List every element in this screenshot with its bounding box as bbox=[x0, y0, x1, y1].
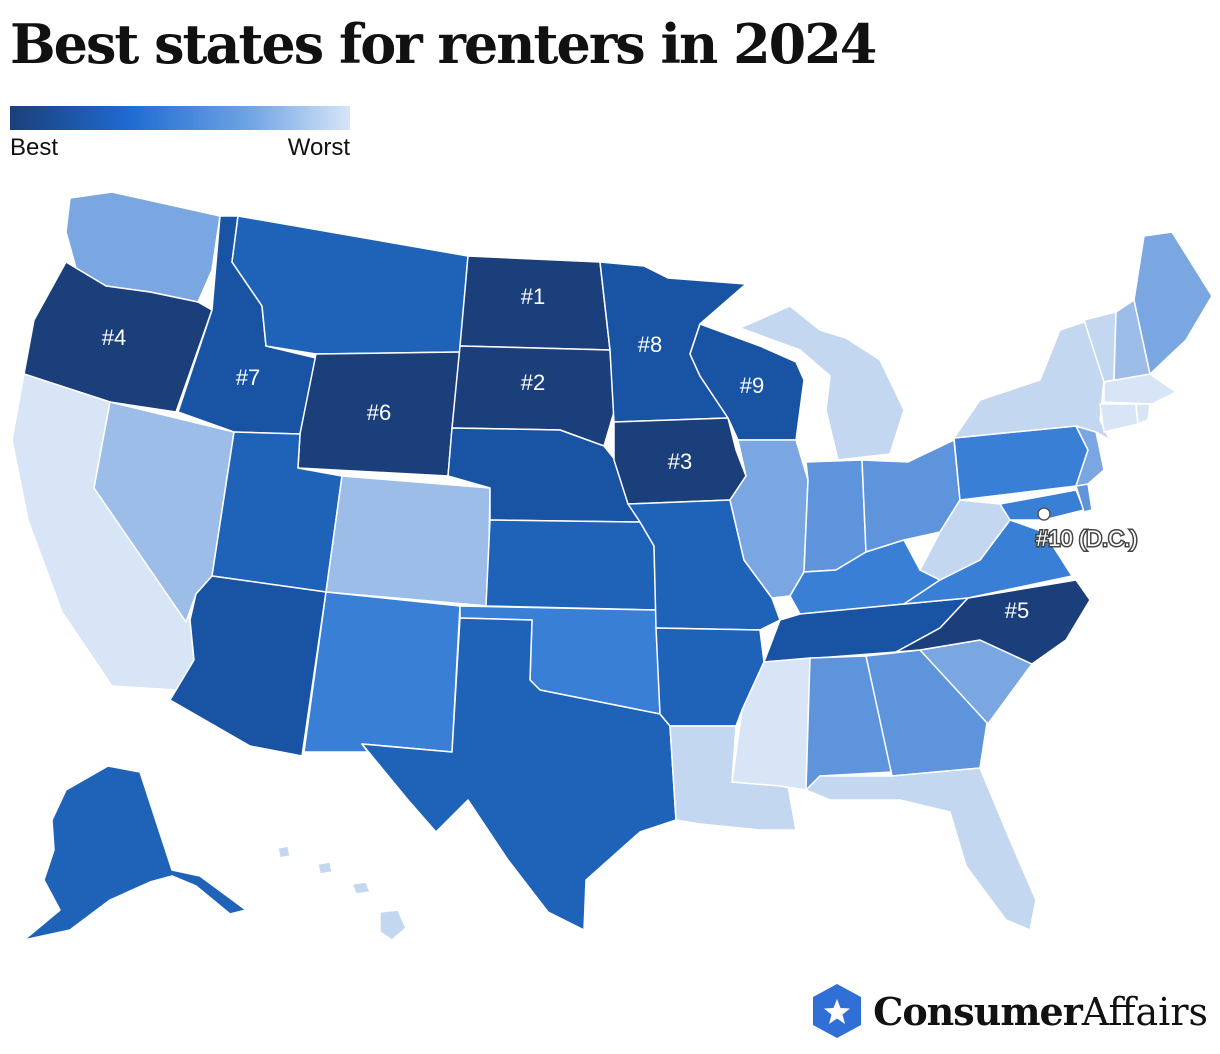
legend-gradient-bar bbox=[10, 106, 350, 130]
rank-label-north-dakota: #1 bbox=[521, 284, 545, 309]
rank-label-minnesota: #8 bbox=[638, 332, 662, 357]
state-arkansas[interactable] bbox=[655, 627, 765, 727]
state-pennsylvania[interactable] bbox=[953, 425, 1089, 501]
state-maryland[interactable] bbox=[999, 489, 1085, 521]
state-north-carolina[interactable] bbox=[895, 579, 1091, 665]
state-texas[interactable] bbox=[361, 617, 677, 931]
state-hawaii-maui[interactable] bbox=[351, 881, 371, 895]
rank-label-idaho: #7 bbox=[236, 365, 260, 390]
rank-label-south-dakota: #2 bbox=[521, 370, 545, 395]
rank-label-north-carolina: #5 bbox=[1005, 598, 1029, 623]
state-florida[interactable] bbox=[805, 767, 1037, 931]
state-hawaii[interactable] bbox=[379, 909, 407, 941]
state-connecticut[interactable] bbox=[1099, 403, 1139, 433]
state-new-york[interactable] bbox=[953, 319, 1111, 441]
consumeraffairs-logo[interactable]: ConsumerAffairs bbox=[811, 982, 1208, 1040]
state-rhode-island[interactable] bbox=[1135, 403, 1151, 425]
dc-marker-dot bbox=[1037, 507, 1051, 521]
state-new-mexico[interactable] bbox=[303, 591, 461, 753]
state-shapes bbox=[11, 191, 1213, 941]
state-hawaii-kauai[interactable] bbox=[277, 845, 291, 859]
rank-label-wisconsin: #9 bbox=[740, 373, 764, 398]
state-maine[interactable] bbox=[1133, 231, 1213, 375]
state-michigan[interactable] bbox=[739, 305, 905, 461]
rank-labels: #1 #2 #3 #4 #5 #6 #7 #8 #9 #10 (D.C.) bbox=[102, 284, 1139, 623]
state-colorado[interactable] bbox=[325, 475, 491, 607]
state-indiana[interactable] bbox=[803, 459, 867, 573]
state-louisiana[interactable] bbox=[669, 725, 797, 831]
rank-label-dc: #10 (D.C.) bbox=[1036, 526, 1137, 551]
state-montana[interactable] bbox=[231, 215, 469, 355]
color-legend: Best Worst bbox=[10, 106, 350, 162]
state-kansas[interactable] bbox=[485, 519, 657, 611]
state-alaska[interactable] bbox=[23, 765, 247, 941]
state-arizona[interactable] bbox=[169, 575, 327, 757]
star-hexagon-icon bbox=[813, 984, 862, 1038]
state-oregon[interactable] bbox=[23, 261, 213, 413]
state-alabama[interactable] bbox=[805, 655, 893, 791]
brand-word-light: Affairs bbox=[1081, 989, 1208, 1034]
rank-label-oregon: #4 bbox=[102, 325, 126, 350]
page-title: Best states for renters in 2024 bbox=[10, 12, 877, 76]
state-massachusetts[interactable] bbox=[1103, 373, 1177, 405]
rank-label-wyoming: #6 bbox=[367, 400, 391, 425]
legend-best-label: Best bbox=[10, 134, 59, 161]
state-hawaii-oahu[interactable] bbox=[317, 861, 333, 875]
brand-word-strong: Consumer bbox=[873, 988, 1083, 1034]
brand-wordmark: ConsumerAffairs bbox=[873, 989, 1208, 1034]
legend-worst-label: Worst bbox=[287, 134, 350, 161]
state-illinois[interactable] bbox=[729, 439, 809, 599]
rank-label-iowa: #3 bbox=[668, 449, 692, 474]
